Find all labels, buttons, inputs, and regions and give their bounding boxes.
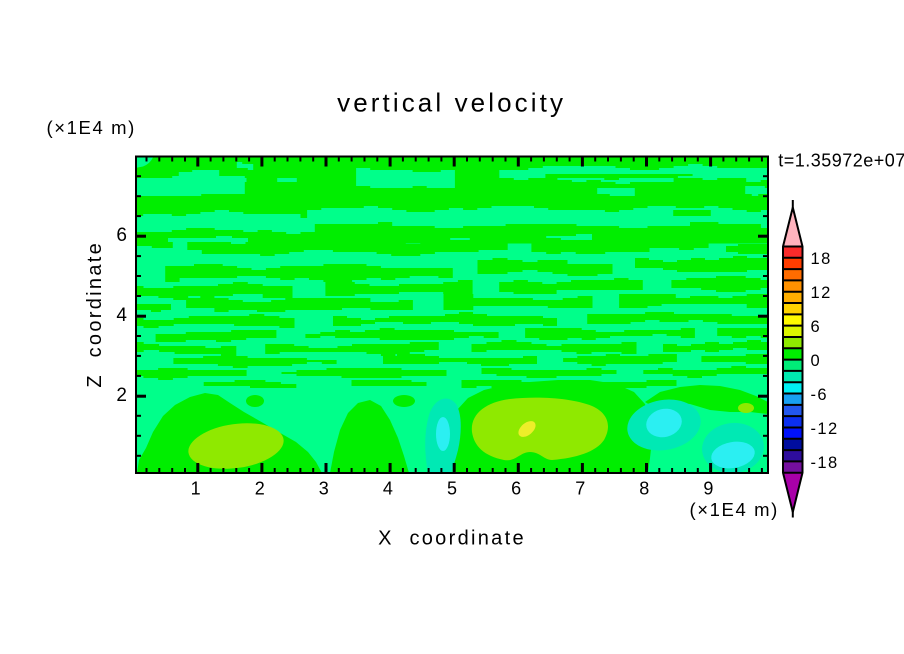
svg-text:0: 0: [811, 352, 822, 370]
svg-text:Z coordinate: Z coordinate: [84, 241, 106, 388]
svg-text:(×1E4 m): (×1E4 m): [690, 499, 779, 520]
svg-text:-18: -18: [811, 454, 839, 472]
svg-text:4: 4: [383, 479, 393, 499]
svg-text:7: 7: [575, 479, 585, 499]
svg-text:18: 18: [811, 250, 832, 268]
svg-text:2: 2: [116, 385, 127, 406]
svg-text:12: 12: [811, 284, 832, 302]
svg-text:6: 6: [511, 479, 521, 499]
svg-text:6: 6: [811, 318, 822, 336]
svg-text:(×1E4 m): (×1E4 m): [47, 117, 136, 138]
svg-text:8: 8: [639, 479, 649, 499]
svg-text:3: 3: [319, 479, 329, 499]
svg-text:-12: -12: [811, 420, 839, 438]
svg-text:X coordinate: X coordinate: [378, 528, 526, 550]
svg-text:6: 6: [116, 225, 127, 246]
svg-text:4: 4: [116, 305, 127, 326]
svg-text:1: 1: [191, 479, 201, 499]
svg-text:t=1.35972e+07: t=1.35972e+07: [778, 151, 904, 171]
svg-text:-6: -6: [811, 386, 828, 404]
svg-text:5: 5: [447, 479, 457, 499]
svg-text:vertical velocity: vertical velocity: [337, 88, 566, 118]
svg-text:2: 2: [255, 479, 265, 499]
svg-text:9: 9: [703, 479, 713, 499]
